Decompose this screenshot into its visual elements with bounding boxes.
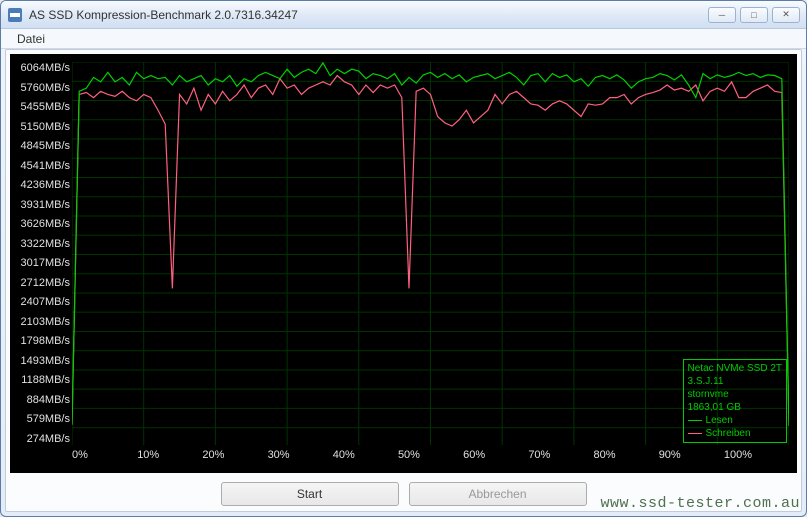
menubar: Datei [1,29,806,49]
close-button[interactable]: ✕ [772,7,800,23]
y-tick-label: 2103MB/s [12,316,70,328]
legend-device: Netac NVMe SSD 2T [688,362,782,375]
x-tick-label: 20% [202,449,267,465]
app-window: AS SSD Kompression-Benchmark 2.0.7316.34… [0,0,807,517]
y-tick-label: 579MB/s [12,413,70,425]
plot-area: Netac NVMe SSD 2T 3.S.J.11 stornvme 1863… [72,62,789,445]
x-tick-label: 100% [724,449,789,465]
y-axis-labels: 6064MB/s 5760MB/s 5455MB/s 5150MB/s 4845MB/s… [12,62,70,445]
legend-write: Schreiben [688,427,782,440]
abort-button[interactable]: Abbrechen [409,482,587,506]
y-tick-label: 5760MB/s [12,82,70,94]
y-tick-label: 3017MB/s [12,257,70,269]
legend-capacity: 1863,01 GB [688,401,782,414]
y-tick-label: 5455MB/s [12,101,70,113]
menu-file[interactable]: Datei [9,30,53,48]
titlebar[interactable]: AS SSD Kompression-Benchmark 2.0.7316.34… [1,1,806,29]
y-tick-label: 1493MB/s [12,355,70,367]
y-tick-label: 3626MB/s [12,218,70,230]
button-bar: Start Abbrechen [6,477,801,511]
y-tick-label: 1798MB/s [12,335,70,347]
x-tick-label: 80% [594,449,659,465]
y-tick-label: 884MB/s [12,394,70,406]
window-controls: ─ □ ✕ [708,7,800,23]
app-icon [7,7,23,23]
x-tick-label: 40% [333,449,398,465]
minimize-button[interactable]: ─ [708,7,736,23]
x-tick-label: 70% [528,449,593,465]
y-tick-label: 5150MB/s [12,121,70,133]
x-axis-labels: 0%10%20%30%40%50%60%70%80%90%100% [72,449,789,465]
x-tick-label: 50% [398,449,463,465]
y-tick-label: 2712MB/s [12,277,70,289]
y-tick-label: 6064MB/s [12,62,70,74]
legend-driver: stornvme [688,388,782,401]
y-tick-label: 3322MB/s [12,238,70,250]
y-tick-label: 4845MB/s [12,140,70,152]
y-tick-label: 1188MB/s [12,374,70,386]
window-title: AS SSD Kompression-Benchmark 2.0.7316.34… [29,8,708,22]
start-button[interactable]: Start [221,482,399,506]
client-area: 6064MB/s 5760MB/s 5455MB/s 5150MB/s 4845MB/s… [5,49,802,512]
plot-svg [72,62,789,445]
y-tick-label: 4541MB/s [12,160,70,172]
y-tick-label: 274MB/s [12,433,70,445]
legend-read: Lesen [688,414,782,427]
x-tick-label: 90% [659,449,724,465]
chart: 6064MB/s 5760MB/s 5455MB/s 5150MB/s 4845MB/s… [10,54,797,473]
y-tick-label: 3931MB/s [12,199,70,211]
x-tick-label: 30% [268,449,333,465]
x-tick-label: 60% [463,449,528,465]
y-tick-label: 4236MB/s [12,179,70,191]
legend: Netac NVMe SSD 2T 3.S.J.11 stornvme 1863… [683,359,787,443]
y-tick-label: 2407MB/s [12,296,70,308]
x-tick-label: 0% [72,449,137,465]
legend-firmware: 3.S.J.11 [688,375,782,388]
x-tick-label: 10% [137,449,202,465]
maximize-button[interactable]: □ [740,7,768,23]
